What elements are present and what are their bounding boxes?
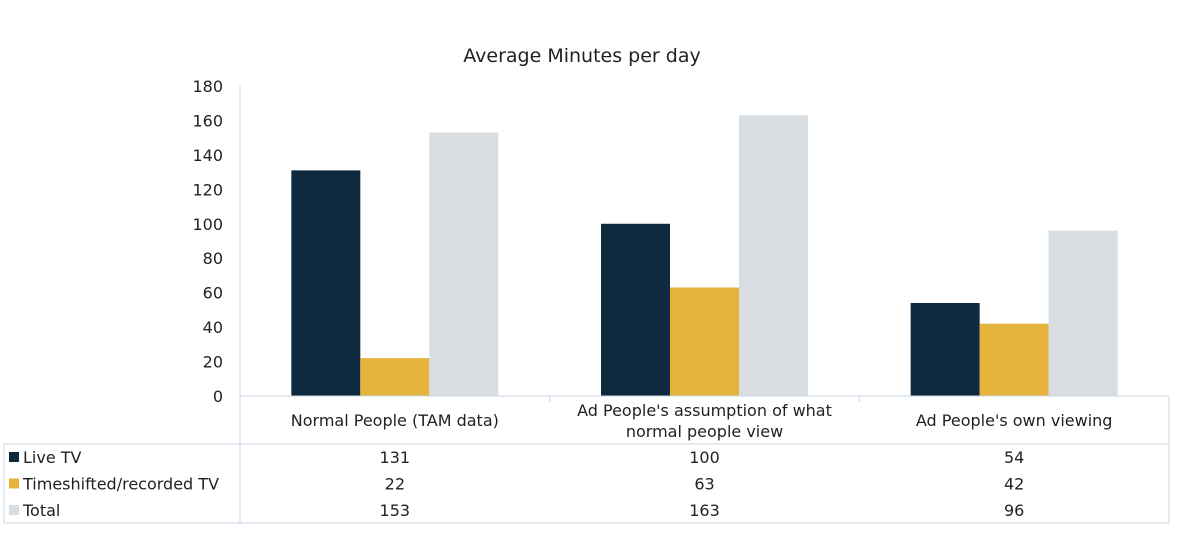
legend-label: Timeshifted/recorded TV [22, 475, 219, 494]
data-label: 96 [1004, 501, 1024, 520]
data-label: 163 [689, 501, 720, 520]
y-tick-label: 20 [203, 353, 223, 372]
data-label: 63 [694, 475, 714, 494]
bar-total [429, 132, 499, 396]
category-label: Ad People's own viewing [916, 411, 1113, 430]
data-label: 131 [380, 448, 411, 467]
bar-total [1048, 230, 1118, 396]
y-tick-label: 140 [192, 146, 223, 165]
y-tick-label: 60 [203, 284, 223, 303]
y-tick-label: 0 [213, 387, 223, 406]
chart-title: Average Minutes per day [463, 45, 700, 67]
data-label: 54 [1004, 448, 1024, 467]
bar-total [739, 115, 808, 397]
legend-label: Live TV [23, 448, 82, 467]
y-tick-label: 120 [192, 180, 223, 199]
y-tick-label: 160 [192, 111, 223, 130]
data-label: 22 [385, 475, 405, 494]
category-label: normal people view [626, 422, 783, 441]
legend-key [9, 452, 19, 462]
bar-live-tv [291, 170, 361, 396]
bar-live-tv [601, 223, 670, 396]
bar-timeshifted-recorded-tv [979, 323, 1049, 396]
legend-key [9, 478, 19, 489]
bar-live-tv [910, 303, 980, 396]
data-table: Normal People (TAM data) Ad People's assu… [3, 395, 1170, 524]
legend-label: Total [22, 501, 60, 520]
category-label: Ad People's assumption of what [577, 401, 832, 420]
bar-timeshifted-recorded-tv [670, 287, 739, 396]
data-label: 100 [689, 448, 720, 467]
y-tick-label: 80 [203, 249, 223, 268]
y-axis: 0 20 40 60 80 100 120 140 160 180 [192, 77, 241, 406]
y-tick-label: 40 [203, 318, 223, 337]
y-tick-label: 180 [192, 77, 223, 96]
data-label: 153 [380, 501, 411, 520]
legend-key [9, 505, 19, 515]
data-label: 42 [1004, 475, 1024, 494]
bars [291, 115, 1118, 397]
y-tick-label: 100 [192, 215, 223, 234]
category-label: Normal People (TAM data) [291, 411, 499, 430]
bar-timeshifted-recorded-tv [360, 358, 430, 396]
